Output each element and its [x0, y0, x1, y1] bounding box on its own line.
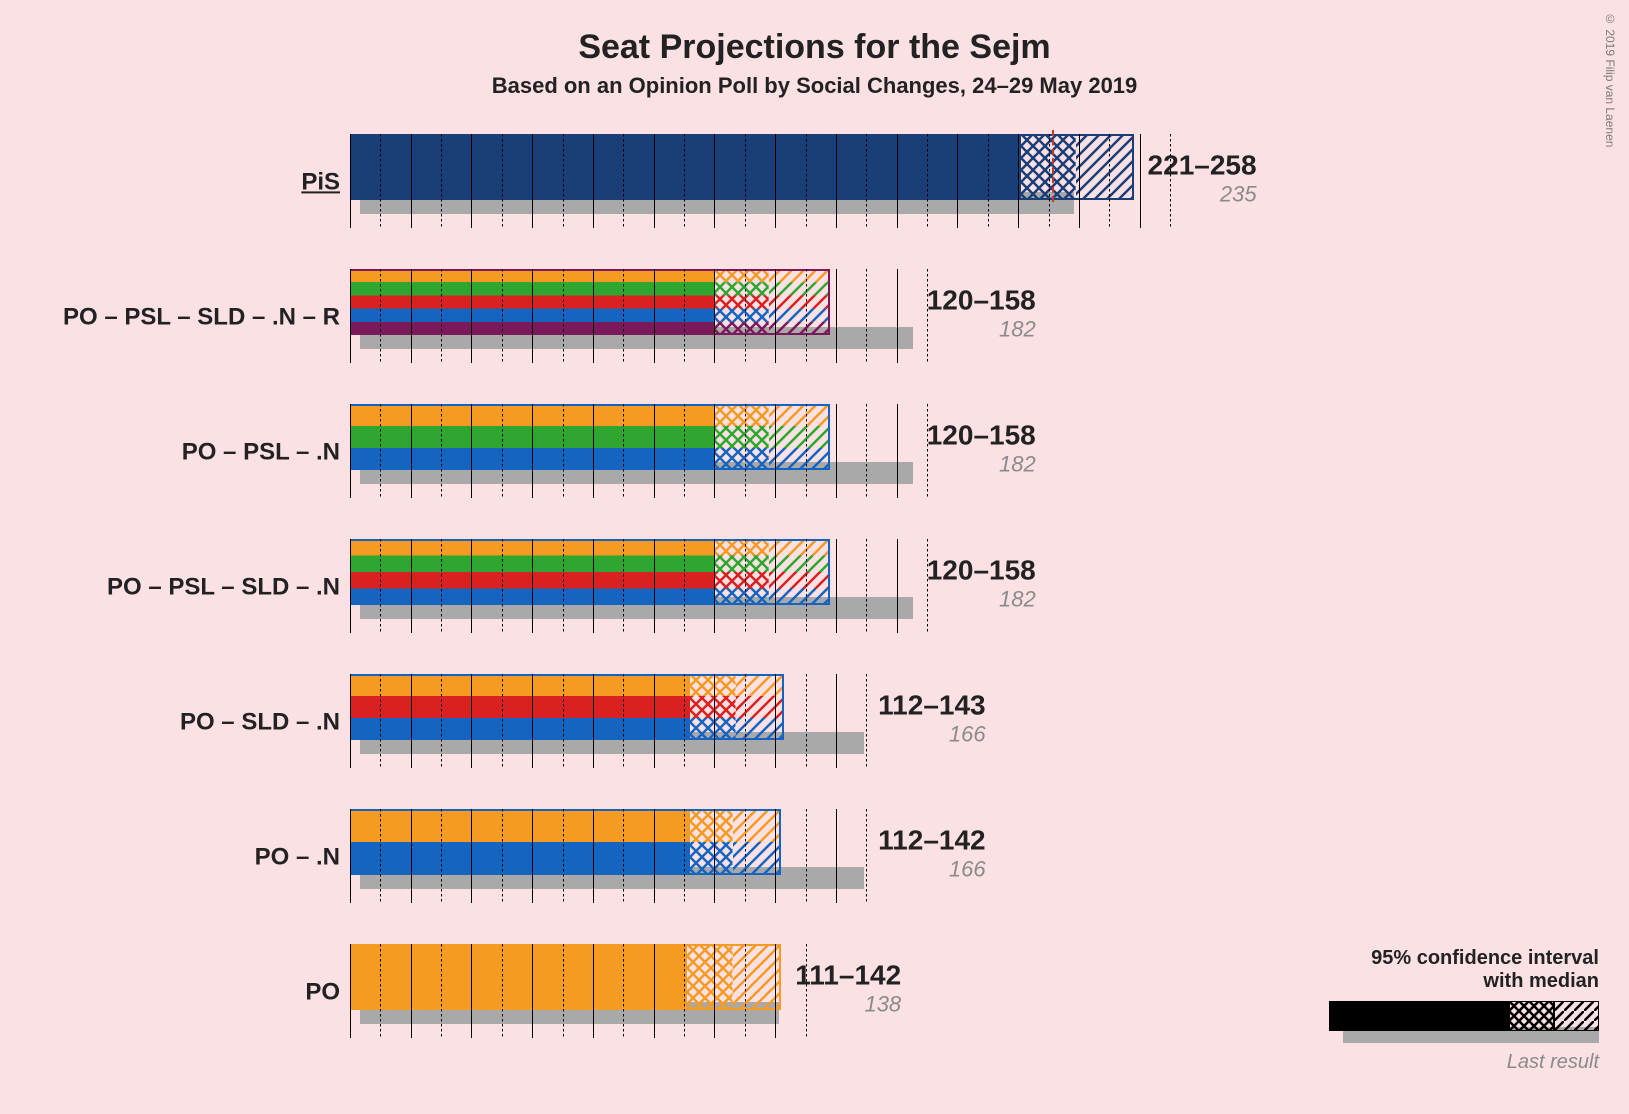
- ci-crosshatch: [1021, 134, 1076, 200]
- legend-crosshatch: [1509, 1001, 1554, 1031]
- row-label: PO – PSL – SLD – .N: [107, 573, 340, 601]
- row-label: PO – SLD – .N: [180, 708, 340, 736]
- previous-value: 166: [878, 856, 985, 882]
- row-label: PO – .N: [255, 843, 340, 871]
- ci-hatch: [769, 404, 830, 470]
- ci-crosshatch: [714, 539, 769, 605]
- row-label: PO – PSL – .N: [182, 438, 340, 466]
- solid-bar: [350, 539, 714, 605]
- previous-value: 166: [878, 721, 985, 747]
- value-labels: 120–158182: [927, 419, 1036, 477]
- ci-hatch: [733, 944, 782, 1010]
- ci-hatch: [733, 809, 782, 875]
- ci-hatch: [736, 674, 785, 740]
- ci-hatch: [1076, 134, 1134, 200]
- ci-hatch: [769, 539, 830, 605]
- solid-bar: [350, 674, 690, 740]
- legend-line2: with median: [1329, 970, 1599, 993]
- row-label: PiS: [301, 168, 340, 196]
- chart-row: PO – PSL – SLD – .N – R 120–158182: [0, 255, 1629, 390]
- previous-value: 182: [927, 586, 1036, 612]
- ci-crosshatch: [687, 944, 733, 1010]
- range-value: 120–158: [927, 554, 1036, 586]
- solid-bar: [350, 134, 1021, 200]
- legend: 95% confidence interval with median Last…: [1329, 947, 1599, 1074]
- solid-bar: [350, 944, 687, 1010]
- solid-bar: [350, 809, 690, 875]
- previous-value: 182: [927, 451, 1036, 477]
- chart-row: PO – SLD – .N 112–143166: [0, 660, 1629, 795]
- previous-value: 138: [795, 991, 901, 1017]
- row-label: PO: [305, 978, 340, 1006]
- previous-value: 235: [1148, 181, 1257, 207]
- range-value: 112–142: [878, 824, 985, 856]
- chart-row: PiS 221–258235: [0, 120, 1629, 255]
- value-labels: 112–143166: [878, 689, 985, 747]
- value-labels: 221–258235: [1148, 149, 1257, 207]
- chart-subtitle: Based on an Opinion Poll by Social Chang…: [0, 67, 1629, 99]
- chart-row: PO – .N 112–142166: [0, 795, 1629, 930]
- legend-line1: 95% confidence interval: [1329, 947, 1599, 970]
- majority-marker: [1052, 130, 1054, 202]
- chart-title: Seat Projections for the Sejm: [0, 0, 1629, 67]
- legend-last-result: Last result: [1329, 1051, 1599, 1074]
- value-labels: 111–142138: [795, 959, 901, 1017]
- legend-swatch: [1329, 1001, 1599, 1049]
- solid-bar: [350, 404, 714, 470]
- value-labels: 120–158182: [927, 284, 1036, 342]
- legend-hatch: [1554, 1001, 1599, 1031]
- legend-solid: [1329, 1001, 1509, 1031]
- chart-row: PO – PSL – .N 120–158182: [0, 390, 1629, 525]
- range-value: 112–143: [878, 689, 985, 721]
- ci-crosshatch: [690, 809, 733, 875]
- solid-bar: [350, 269, 714, 335]
- range-value: 120–158: [927, 284, 1036, 316]
- ci-crosshatch: [714, 404, 769, 470]
- range-value: 221–258: [1148, 149, 1257, 181]
- range-value: 111–142: [795, 959, 901, 991]
- ci-hatch: [769, 269, 830, 335]
- ci-crosshatch: [690, 674, 736, 740]
- previous-value: 182: [927, 316, 1036, 342]
- chart-row: PO – PSL – SLD – .N 120–158182: [0, 525, 1629, 660]
- ci-crosshatch: [714, 269, 769, 335]
- row-label: PO – PSL – SLD – .N – R: [63, 303, 340, 331]
- range-value: 120–158: [927, 419, 1036, 451]
- chart-area: PiS 221–258235 PO – PSL – SLD – .N – R 120–…: [0, 120, 1629, 1065]
- value-labels: 120–158182: [927, 554, 1036, 612]
- value-labels: 112–142166: [878, 824, 985, 882]
